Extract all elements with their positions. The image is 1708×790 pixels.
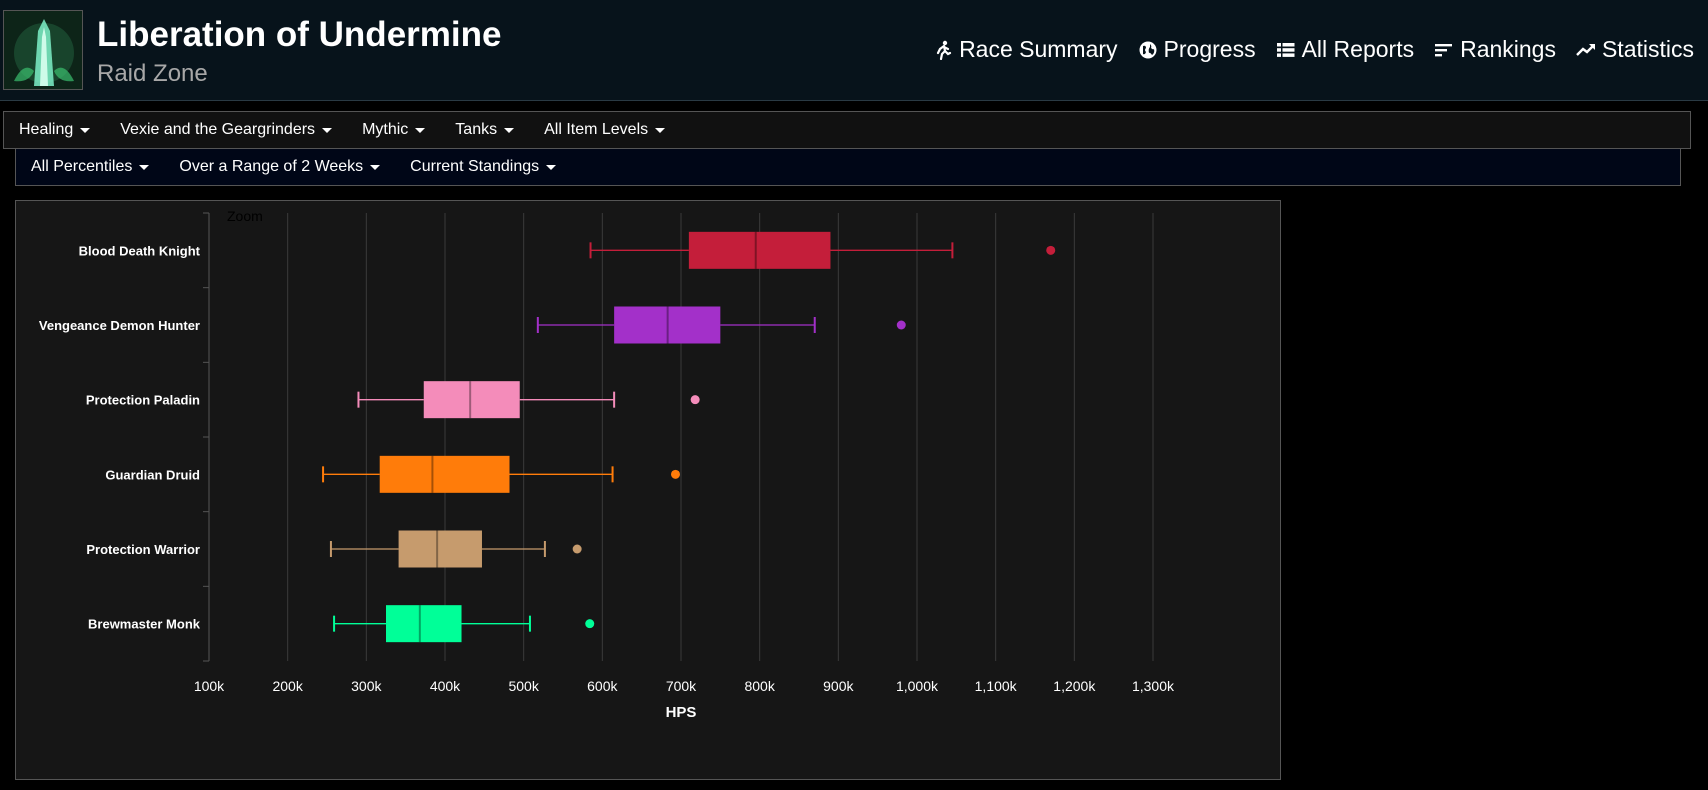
category-label: Protection Paladin [86,393,200,408]
caret-down-icon [655,127,666,133]
zone-header: Liberation of Undermine Raid Zone Race S… [0,0,1708,101]
outlier-point [1046,245,1056,255]
dropdown-label: Mythic [362,121,409,138]
dropdown-label: All Percentiles [31,158,133,175]
category-label: Protection Warrior [86,542,200,557]
difficulty-dropdown[interactable]: Mythic [362,121,426,139]
nav-rankings[interactable]: Rankings [1434,36,1556,63]
iqr-box [398,530,482,568]
filter-bar-primary: Healing Vexie and the Geargrinders Mythi… [3,111,1691,149]
dropdown-label: Healing [19,121,74,138]
item-level-dropdown[interactable]: All Item Levels [544,121,666,139]
rankings-icon [1435,43,1453,56]
dropdown-label: Current Standings [410,158,540,175]
x-tick-label: 700k [666,678,697,694]
outlier-point [670,469,680,479]
runner-icon [936,40,952,60]
nav-label: Race Summary [959,36,1118,62]
x-tick-label: 200k [272,678,303,694]
caret-down-icon [415,127,426,133]
chart-canvas: 100k 200k 300k 400k 500k 600k 700k 800k 900k 1,00… [39,212,1175,721]
zone-icon [3,10,83,90]
caret-down-icon [80,127,91,133]
nav-statistics[interactable]: Statistics [1576,36,1694,63]
dropdown-label: Tanks [455,121,498,138]
list-icon [1276,42,1295,57]
trend-icon [1576,43,1595,56]
top-navigation: Race Summary Progress All Reports Rankin… [933,36,1694,63]
dropdown-label: Vexie and the Geargrinders [120,121,316,138]
page-subtitle: Raid Zone [97,60,208,87]
nav-all-reports[interactable]: All Reports [1276,36,1414,63]
outlier-point [572,544,582,554]
x-tick-label: 400k [430,678,461,694]
zoom-label[interactable]: Zoom [227,208,263,224]
iqr-box [379,455,510,493]
globe-icon [1139,41,1157,58]
iqr-box [386,605,462,643]
iqr-box [614,306,721,344]
x-tick-label: 500k [508,678,539,694]
caret-down-icon [322,127,333,133]
encounter-dropdown[interactable]: Vexie and the Geargrinders [120,121,333,139]
category-label: Blood Death Knight [79,243,201,258]
x-tick-label: 1,200k [1053,678,1096,694]
outlier-point [690,395,700,405]
dropdown-label: All Item Levels [544,121,649,138]
caret-down-icon [504,127,515,133]
x-axis-label: HPS [666,704,697,721]
nav-label: All Reports [1301,36,1415,62]
dropdown-label: Over a Range of 2 Weeks [179,158,364,175]
nav-label: Rankings [1460,36,1556,62]
category-label: Vengeance Demon Hunter [39,318,200,333]
x-tick-label: 900k [823,678,854,694]
nav-race-summary[interactable]: Race Summary [933,36,1118,63]
caret-down-icon [139,164,150,170]
category-label: Guardian Druid [105,467,200,482]
caret-down-icon [370,164,381,170]
page-title: Liberation of Undermine [97,15,502,54]
x-tick-label: 1,100k [975,678,1018,694]
caret-down-icon [546,164,557,170]
hps-boxplot-chart: Zoom 100k 200k 300k 400k 500k 600k 700k 800k 900… [15,200,1281,780]
x-tick-label: 1,000k [896,678,939,694]
outlier-point [896,320,906,330]
filter-bar-secondary: All Percentiles Over a Range of 2 Weeks … [15,149,1681,186]
iqr-box [423,381,520,419]
x-tick-label: 300k [351,678,382,694]
x-tick-label: 800k [744,678,775,694]
percentile-dropdown[interactable]: All Percentiles [31,158,150,176]
x-tick-label: 1,300k [1132,678,1175,694]
nav-label: Statistics [1601,36,1694,62]
nav-label: Progress [1163,36,1256,62]
standings-dropdown[interactable]: Current Standings [410,158,557,176]
outlier-point [585,619,595,629]
role-dropdown[interactable]: Tanks [455,121,515,139]
x-tick-label: 600k [587,678,618,694]
iqr-box [688,231,831,269]
x-tick-label: 100k [194,678,225,694]
timeframe-dropdown[interactable]: Over a Range of 2 Weeks [179,158,381,176]
nav-progress[interactable]: Progress [1138,36,1256,63]
category-label: Brewmaster Monk [88,617,201,632]
metric-dropdown[interactable]: Healing [19,121,91,139]
